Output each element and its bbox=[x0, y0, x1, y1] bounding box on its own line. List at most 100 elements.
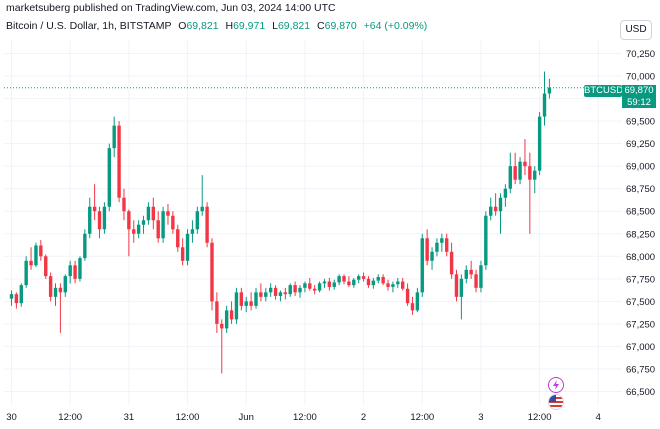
currency-button[interactable]: USD bbox=[620, 20, 652, 40]
candle-body-40 bbox=[205, 206, 209, 243]
candle-body-110 bbox=[547, 87, 552, 94]
candle-body-74 bbox=[371, 280, 376, 286]
low-key: L bbox=[272, 20, 278, 32]
grid-lines bbox=[4, 40, 622, 405]
candle-84 bbox=[420, 233, 424, 297]
candle-body-0 bbox=[9, 294, 14, 299]
candle-4 bbox=[29, 247, 33, 270]
candle-49 bbox=[249, 292, 253, 311]
candle-51 bbox=[259, 283, 263, 302]
y-tick-label-7: 68,500 bbox=[626, 207, 655, 218]
price-label-countdown: 59:12 bbox=[622, 97, 656, 108]
candle-85 bbox=[425, 229, 429, 266]
candle-104 bbox=[518, 157, 522, 185]
y-tick-label-9: 68,000 bbox=[626, 252, 655, 263]
us-flag-icon[interactable] bbox=[548, 394, 564, 410]
candle-3 bbox=[24, 256, 28, 288]
candle-88 bbox=[440, 233, 444, 252]
candle-32 bbox=[166, 204, 170, 225]
candle-48 bbox=[244, 296, 248, 313]
candle-body-20 bbox=[107, 148, 111, 207]
candle-86 bbox=[430, 247, 434, 270]
candle-body-29 bbox=[151, 206, 156, 221]
candle-78 bbox=[391, 281, 395, 293]
candle-body-44 bbox=[224, 310, 229, 329]
open-key: O bbox=[178, 20, 187, 32]
candle-14 bbox=[78, 256, 82, 282]
candle-body-8 bbox=[48, 276, 53, 297]
publisher-header: marketsuberg published on TradingView.co… bbox=[6, 2, 336, 14]
price-axis[interactable]: 70,25070,00069,75069,50069,25069,00068,7… bbox=[626, 49, 655, 398]
candle-100 bbox=[498, 193, 503, 234]
candle-body-28 bbox=[146, 206, 151, 221]
candle-body-99 bbox=[493, 206, 498, 212]
candle-body-55 bbox=[278, 292, 283, 296]
candle-9 bbox=[53, 283, 58, 306]
candle-29 bbox=[151, 197, 156, 230]
candle-75 bbox=[376, 274, 380, 284]
candle-body-105 bbox=[523, 161, 527, 167]
candle-body-98 bbox=[489, 206, 493, 216]
candle-body-41 bbox=[210, 242, 214, 302]
candle-79 bbox=[396, 277, 400, 288]
candle-body-91 bbox=[454, 274, 459, 297]
candle-body-70 bbox=[352, 279, 356, 286]
y-tick-label-0: 70,250 bbox=[626, 49, 655, 60]
candle-90 bbox=[449, 242, 454, 279]
candle-15 bbox=[83, 229, 87, 261]
candle-body-51 bbox=[259, 292, 263, 297]
candle-60 bbox=[303, 281, 307, 293]
candle-30 bbox=[156, 211, 160, 243]
candle-71 bbox=[356, 274, 361, 284]
candle-10 bbox=[58, 283, 63, 333]
candle-body-81 bbox=[405, 288, 410, 304]
candle-body-76 bbox=[381, 277, 385, 284]
candle-body-61 bbox=[308, 283, 312, 289]
candle-64 bbox=[322, 278, 327, 288]
candle-52 bbox=[264, 287, 268, 302]
candle-103 bbox=[513, 152, 517, 185]
candle-35 bbox=[180, 238, 185, 266]
candle-65 bbox=[327, 277, 332, 291]
candle-7 bbox=[44, 254, 48, 279]
candle-20 bbox=[107, 143, 111, 212]
candle-body-89 bbox=[445, 238, 449, 252]
high-key: H bbox=[225, 20, 234, 32]
candle-44 bbox=[224, 305, 229, 333]
time-axis[interactable]: 30 12:00 31 12:00 Jun 12:00 2 12:00 3 12:00 4 bbox=[6, 412, 601, 423]
candle-82 bbox=[410, 296, 415, 315]
candle-body-54 bbox=[273, 287, 278, 296]
candle-102 bbox=[508, 152, 512, 194]
candle-33 bbox=[171, 211, 175, 234]
flash-icon[interactable] bbox=[548, 377, 564, 393]
candle-body-103 bbox=[513, 166, 517, 180]
candle-83 bbox=[415, 287, 420, 313]
candle-91 bbox=[454, 269, 459, 302]
candle-27 bbox=[141, 215, 146, 234]
y-tick-label-12: 67,250 bbox=[626, 319, 655, 330]
candle-12 bbox=[68, 260, 72, 284]
y-tick-label-6: 68,750 bbox=[626, 184, 655, 195]
x-tick-label-5: 12:00 bbox=[293, 412, 317, 423]
candle-body-16 bbox=[88, 206, 92, 234]
x-tick-label-1: 12:00 bbox=[58, 412, 82, 423]
candle-59 bbox=[298, 285, 302, 298]
y-tick-label-1: 70,000 bbox=[626, 72, 655, 83]
candle-body-7 bbox=[44, 256, 48, 277]
candle-23 bbox=[122, 188, 126, 221]
candle-body-33 bbox=[171, 215, 175, 230]
candle-body-42 bbox=[215, 301, 219, 324]
y-tick-label-10: 67,750 bbox=[626, 274, 655, 285]
candle-body-26 bbox=[136, 224, 141, 234]
candle-body-11 bbox=[63, 276, 67, 293]
candle-26 bbox=[136, 220, 141, 239]
candle-body-87 bbox=[435, 242, 439, 252]
candle-107 bbox=[533, 166, 537, 194]
candle-body-59 bbox=[298, 287, 302, 293]
y-tick-label-4: 69,250 bbox=[626, 139, 655, 150]
candle-63 bbox=[317, 281, 322, 293]
candle-69 bbox=[347, 276, 351, 287]
candle-38 bbox=[195, 206, 200, 234]
candle-76 bbox=[381, 274, 385, 286]
